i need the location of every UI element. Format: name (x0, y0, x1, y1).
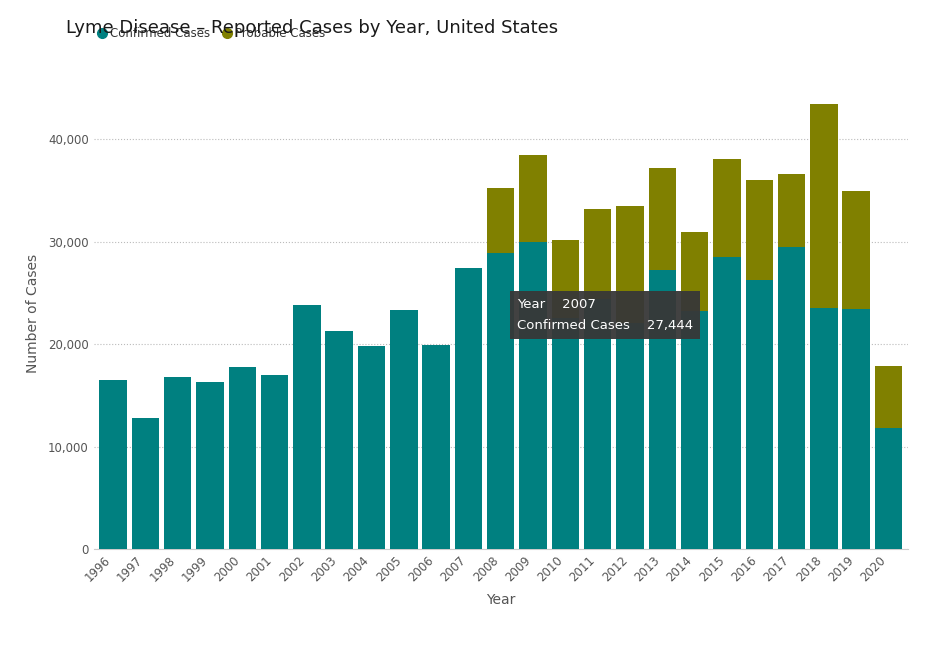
Bar (551, 240, 579, 318)
Bar (811, 307, 838, 549)
Bar (713, 257, 740, 549)
Text: Lyme Disease – Reported Cases by Year, United States: Lyme Disease – Reported Cases by Year, U… (66, 19, 558, 37)
Bar (228, 368, 256, 549)
Legend: Confirmed Cases, Probable Cases: Confirmed Cases, Probable Cases (99, 27, 326, 40)
Bar (842, 191, 870, 309)
Bar (616, 324, 644, 549)
Bar (519, 242, 547, 549)
Bar (680, 311, 709, 549)
Bar (487, 188, 515, 253)
Y-axis label: Number of Cases: Number of Cases (25, 254, 39, 373)
Bar (875, 428, 902, 549)
Bar (390, 310, 417, 549)
Bar (649, 168, 676, 270)
Bar (197, 382, 224, 549)
Bar (746, 180, 773, 280)
Text: Year    2007
Confirmed Cases    27,444: Year 2007 Confirmed Cases 27,444 (517, 298, 693, 332)
Bar (746, 280, 773, 549)
Bar (455, 267, 482, 549)
Bar (422, 345, 450, 549)
Bar (132, 418, 159, 549)
Bar (293, 306, 321, 549)
Bar (616, 206, 644, 324)
Bar (519, 155, 547, 242)
X-axis label: Year: Year (486, 592, 516, 607)
Bar (261, 375, 288, 549)
Bar (358, 346, 386, 549)
Bar (778, 174, 805, 247)
Bar (875, 366, 902, 428)
Bar (680, 233, 709, 311)
Bar (551, 318, 579, 549)
Bar (99, 380, 126, 549)
Bar (164, 377, 191, 549)
Bar (584, 299, 611, 549)
Bar (326, 331, 353, 549)
Bar (584, 209, 611, 299)
Bar (649, 270, 676, 549)
Bar (487, 253, 515, 549)
Bar (811, 104, 838, 307)
Bar (713, 159, 740, 257)
Bar (778, 247, 805, 549)
Bar (842, 309, 870, 549)
